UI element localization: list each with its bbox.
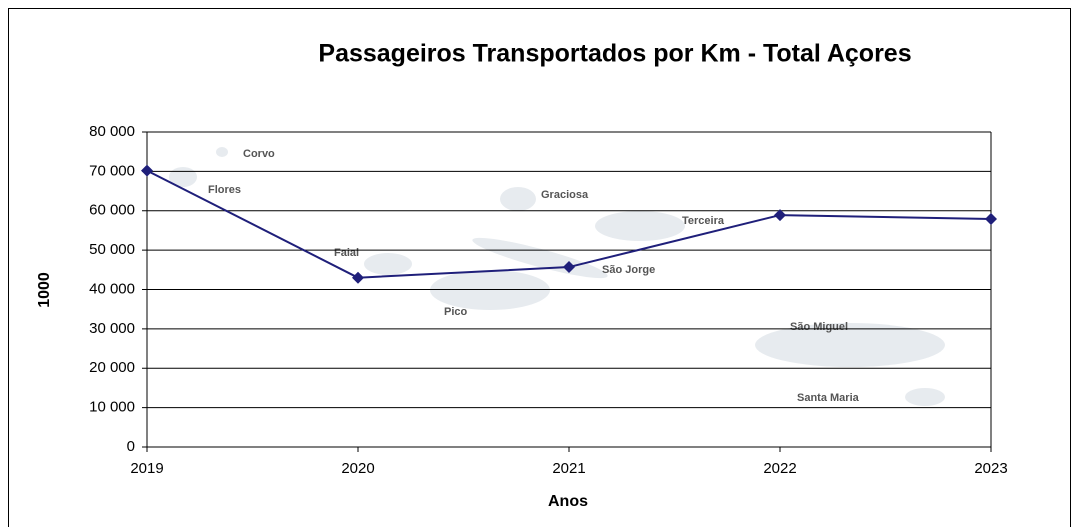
marker bbox=[985, 213, 997, 226]
island-label: Pico bbox=[444, 306, 468, 318]
x-tick-label: 2022 bbox=[763, 460, 796, 477]
y-tick-label: 40 000 bbox=[89, 280, 135, 297]
island bbox=[905, 388, 945, 406]
island-label: Graciosa bbox=[541, 189, 589, 201]
island bbox=[500, 187, 536, 211]
island bbox=[595, 211, 685, 241]
island-label: Corvo bbox=[243, 148, 275, 160]
marker bbox=[141, 164, 153, 177]
marker bbox=[352, 271, 364, 284]
island bbox=[169, 167, 197, 187]
x-tick-label: 2019 bbox=[130, 460, 163, 477]
island bbox=[364, 253, 412, 275]
y-axis-label: 1000 bbox=[36, 272, 53, 308]
y-tick-label: 50 000 bbox=[89, 241, 135, 258]
island bbox=[216, 147, 228, 157]
x-tick-label: 2021 bbox=[552, 460, 585, 477]
y-tick-label: 0 bbox=[127, 438, 135, 455]
x-tick-label: 2020 bbox=[341, 460, 374, 477]
y-tick-label: 70 000 bbox=[89, 162, 135, 179]
island-label: Terceira bbox=[682, 215, 725, 227]
y-tick-label: 30 000 bbox=[89, 320, 135, 337]
marker bbox=[774, 209, 786, 222]
island-label: São Jorge bbox=[602, 264, 655, 276]
y-tick-label: 10 000 bbox=[89, 399, 135, 416]
island-label: Flores bbox=[208, 184, 241, 196]
y-tick-label: 20 000 bbox=[89, 359, 135, 376]
island-label: Faial bbox=[334, 247, 359, 259]
chart-title: Passageiros Transportados por Km - Total… bbox=[318, 40, 911, 68]
marker bbox=[563, 261, 575, 274]
y-tick-label: 60 000 bbox=[89, 202, 135, 219]
x-tick-label: 2023 bbox=[974, 460, 1007, 477]
island-label: Santa Maria bbox=[797, 392, 860, 404]
island bbox=[755, 323, 945, 367]
x-axis-label: Anos bbox=[548, 493, 588, 510]
island-label: São Miguel bbox=[790, 321, 848, 333]
y-tick-label: 80 000 bbox=[89, 123, 135, 140]
